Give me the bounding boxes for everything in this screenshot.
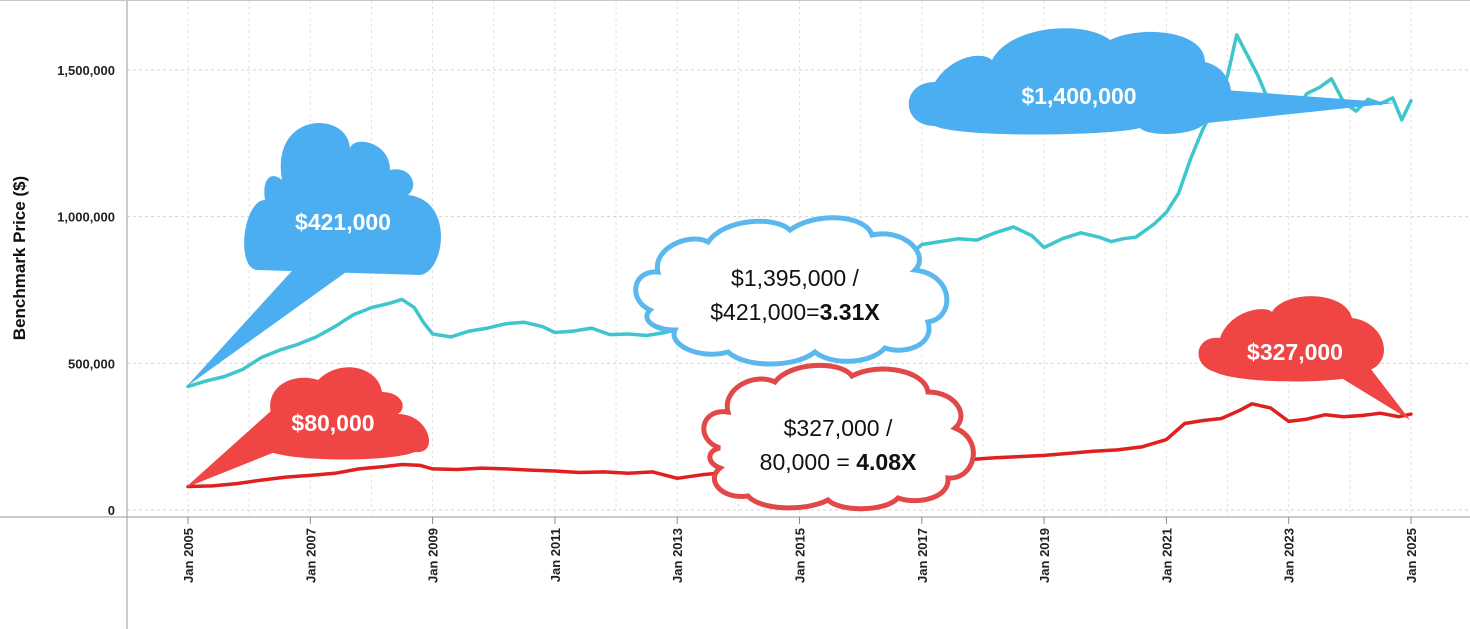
cloud-shape [908, 28, 1232, 135]
y-tick-label: 1,500,000 [57, 63, 115, 78]
cloud-shape [1198, 296, 1384, 382]
callout-pointer [186, 262, 360, 387]
cloud-callout-327000: $327,000 [1198, 296, 1410, 420]
ratio-line-2: $421,000=3.31X [710, 299, 880, 325]
cloud-shape [255, 367, 430, 460]
x-tick-label: Jan 2007 [303, 528, 318, 583]
y-tick-label: 500,000 [68, 356, 115, 371]
x-tick-label: Jan 2021 [1159, 528, 1174, 583]
ratio-line-2: 80,000 = 4.08X [760, 449, 917, 475]
x-tick-label: Jan 2005 [181, 528, 196, 583]
x-tick-label: Jan 2017 [915, 528, 930, 583]
y-axis-title: Benchmark Price ($) [10, 176, 29, 340]
y-tick-label: 1,000,000 [57, 210, 115, 225]
x-tick-labels: Jan 2005 Jan 2007 Jan 2009 Jan 2011 Jan 2013… [181, 517, 1419, 583]
x-tick-label: Jan 2015 [793, 528, 808, 583]
y-tick-label: 0 [108, 503, 115, 518]
x-tick-label: Jan 2025 [1404, 528, 1419, 583]
ratio-prefix: 80,000 = [760, 449, 857, 475]
cloud-shape [701, 362, 976, 512]
cloud-shape [244, 122, 442, 275]
ratio-cloud-blue: $1,395,000 / $421,000=3.31X [633, 215, 950, 367]
cloud-label: $1,400,000 [1021, 83, 1136, 109]
ratio-line-1: $1,395,000 / [731, 265, 860, 291]
x-tick-label: Jan 2023 [1282, 528, 1297, 583]
y-tick-labels: 0 500,000 1,000,000 1,500,000 [57, 63, 115, 518]
ratio-line-1: $327,000 / [784, 415, 893, 441]
cloud-label: $327,000 [1247, 339, 1343, 365]
cloud-label: $421,000 [295, 209, 391, 235]
callout-pointer [1325, 368, 1410, 420]
cloud-label: $80,000 [291, 410, 374, 436]
x-tick-label: Jan 2009 [426, 528, 441, 583]
x-tick-label: Jan 2019 [1037, 528, 1052, 583]
ratio-value: 4.08X [856, 449, 917, 475]
cloud-callout-421000: $421,000 [186, 122, 442, 387]
ratio-cloud-red: $327,000 / 80,000 = 4.08X [701, 362, 976, 512]
x-tick-label: Jan 2013 [670, 528, 685, 583]
ratio-value: 3.31X [820, 299, 881, 325]
ratio-prefix: $421,000= [710, 299, 819, 325]
cloud-callout-80000: $80,000 [185, 367, 430, 488]
x-tick-label: Jan 2011 [548, 528, 563, 582]
cloud-callout-1400000: $1,400,000 [908, 28, 1395, 135]
cloud-shape [633, 215, 950, 367]
